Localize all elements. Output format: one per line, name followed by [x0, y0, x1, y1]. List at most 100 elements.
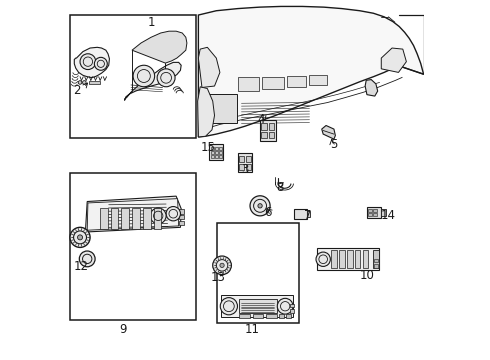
Text: 3: 3	[241, 163, 249, 176]
Bar	[368, 213, 372, 216]
Circle shape	[150, 208, 166, 224]
Bar	[309, 75, 327, 85]
Polygon shape	[87, 199, 179, 230]
Bar	[269, 132, 274, 138]
Circle shape	[250, 196, 270, 216]
Bar	[262, 77, 284, 89]
Bar	[215, 151, 218, 154]
Bar	[100, 208, 108, 229]
Text: 4: 4	[257, 113, 265, 126]
Bar	[368, 209, 372, 212]
Circle shape	[296, 212, 301, 217]
Circle shape	[79, 251, 95, 267]
Bar	[307, 211, 310, 217]
Bar	[262, 132, 267, 138]
Bar	[347, 250, 353, 268]
Polygon shape	[132, 31, 187, 63]
Circle shape	[316, 252, 330, 266]
Bar	[374, 264, 378, 267]
Circle shape	[157, 69, 175, 87]
Text: 15: 15	[201, 140, 216, 153]
Bar	[219, 155, 222, 158]
Bar	[374, 259, 378, 262]
Bar	[238, 153, 252, 172]
Text: 1: 1	[147, 17, 155, 30]
Bar	[179, 221, 184, 225]
Bar	[122, 208, 129, 229]
Bar	[211, 155, 214, 158]
Bar	[266, 314, 277, 318]
Text: 5: 5	[330, 138, 338, 151]
Circle shape	[258, 204, 262, 208]
Circle shape	[77, 235, 82, 240]
Circle shape	[133, 65, 155, 87]
Bar	[179, 210, 184, 214]
Bar	[269, 123, 274, 130]
Bar	[179, 215, 184, 220]
Text: 2: 2	[74, 84, 81, 97]
Text: 7: 7	[304, 210, 312, 222]
Bar	[279, 314, 285, 318]
Bar	[238, 77, 259, 91]
Circle shape	[82, 81, 86, 84]
Bar	[211, 151, 214, 154]
Polygon shape	[365, 80, 378, 96]
Bar	[287, 76, 306, 87]
Bar	[219, 151, 222, 154]
Bar	[317, 248, 379, 270]
Circle shape	[220, 263, 224, 267]
Polygon shape	[322, 126, 335, 139]
Bar	[203, 94, 237, 123]
Circle shape	[166, 207, 180, 221]
Circle shape	[220, 298, 238, 315]
Bar	[373, 213, 377, 216]
Polygon shape	[74, 47, 109, 77]
Bar	[290, 304, 294, 307]
Bar	[209, 144, 223, 160]
Bar	[252, 314, 263, 318]
Text: 14: 14	[381, 210, 396, 222]
Polygon shape	[124, 62, 181, 100]
Bar	[286, 314, 291, 318]
Bar	[245, 156, 251, 162]
Bar	[215, 155, 218, 158]
Bar	[219, 147, 222, 150]
Bar	[221, 296, 293, 317]
Bar	[70, 173, 196, 320]
Bar	[245, 164, 251, 170]
Bar	[217, 223, 299, 323]
Bar	[239, 314, 250, 318]
Bar	[132, 208, 140, 229]
Bar	[373, 209, 377, 212]
Bar	[215, 147, 218, 150]
Polygon shape	[198, 47, 220, 87]
Text: 8: 8	[276, 181, 284, 194]
Text: 13: 13	[210, 271, 225, 284]
Text: 9: 9	[120, 323, 127, 336]
Circle shape	[95, 57, 107, 70]
Circle shape	[277, 298, 293, 314]
Text: 12: 12	[74, 260, 89, 273]
Bar	[211, 147, 214, 150]
Bar	[70, 15, 196, 138]
Polygon shape	[381, 48, 406, 72]
Bar	[89, 81, 100, 84]
Bar	[262, 123, 267, 130]
Circle shape	[70, 227, 90, 247]
Text: 10: 10	[360, 269, 374, 282]
Polygon shape	[197, 87, 215, 137]
Bar	[239, 156, 245, 162]
Text: 11: 11	[245, 323, 260, 336]
Bar	[381, 209, 386, 216]
Bar	[339, 250, 344, 268]
Bar	[373, 250, 379, 268]
Bar	[355, 250, 361, 268]
Polygon shape	[85, 196, 181, 232]
Bar	[143, 208, 151, 229]
Text: 6: 6	[265, 207, 272, 220]
Bar	[331, 250, 337, 268]
Bar	[111, 208, 119, 229]
Circle shape	[78, 81, 82, 84]
Polygon shape	[198, 6, 423, 137]
Bar	[367, 207, 381, 218]
